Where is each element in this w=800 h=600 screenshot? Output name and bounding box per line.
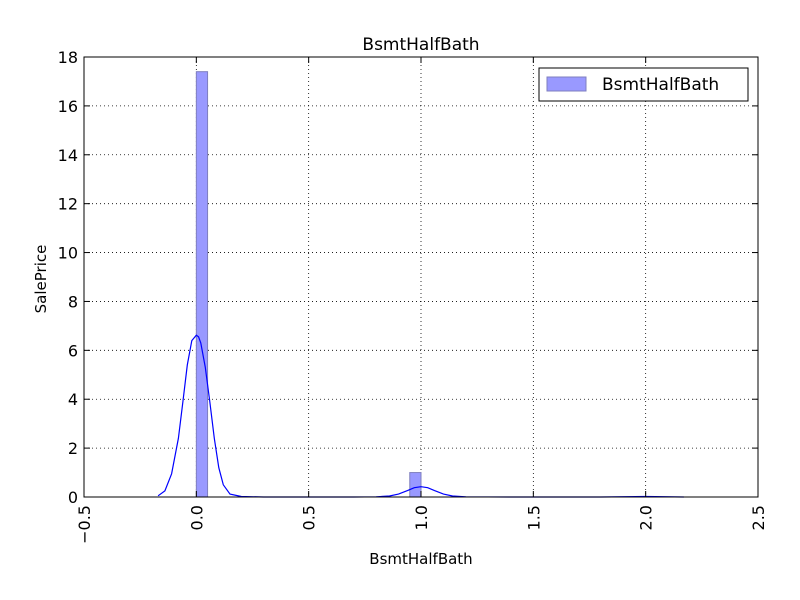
y-tick-label: 12 bbox=[58, 195, 78, 214]
legend-label: BsmtHalfBath bbox=[602, 75, 719, 95]
histogram-bar bbox=[195, 71, 209, 498]
legend: BsmtHalfBath bbox=[538, 67, 749, 102]
y-tick-label: 14 bbox=[58, 146, 78, 165]
y-tick-label: 18 bbox=[58, 48, 78, 67]
x-tick-label: −0.5 bbox=[75, 505, 94, 544]
y-tick-label: 8 bbox=[68, 292, 78, 311]
x-tick-label: 1.5 bbox=[524, 505, 543, 530]
y-tick-label: 10 bbox=[58, 244, 78, 263]
y-axis-label: SalePrice bbox=[32, 245, 50, 314]
x-tick-label: 1.0 bbox=[412, 505, 431, 530]
y-tick-label: 0 bbox=[68, 488, 78, 507]
x-tick-label: 2.0 bbox=[637, 505, 656, 530]
x-axis-label: BsmtHalfBath bbox=[369, 550, 472, 568]
legend-swatch bbox=[546, 76, 587, 92]
y-tick-label: 6 bbox=[68, 341, 78, 360]
x-tick-label: 2.5 bbox=[749, 505, 768, 530]
x-tick-label: 0.0 bbox=[187, 505, 206, 530]
chart-title: BsmtHalfBath bbox=[362, 35, 479, 55]
y-tick-label: 4 bbox=[68, 390, 78, 409]
axis-ticks: −0.5 0.0 0.5 1.0 1.5 2.0 2.5 0 2 4 6 8 10 12 14 16 18 bbox=[58, 48, 768, 544]
histogram-bar bbox=[409, 472, 422, 498]
x-tick-label: 0.5 bbox=[300, 505, 319, 530]
y-tick-label: 16 bbox=[58, 97, 78, 116]
y-tick-label: 2 bbox=[68, 439, 78, 458]
